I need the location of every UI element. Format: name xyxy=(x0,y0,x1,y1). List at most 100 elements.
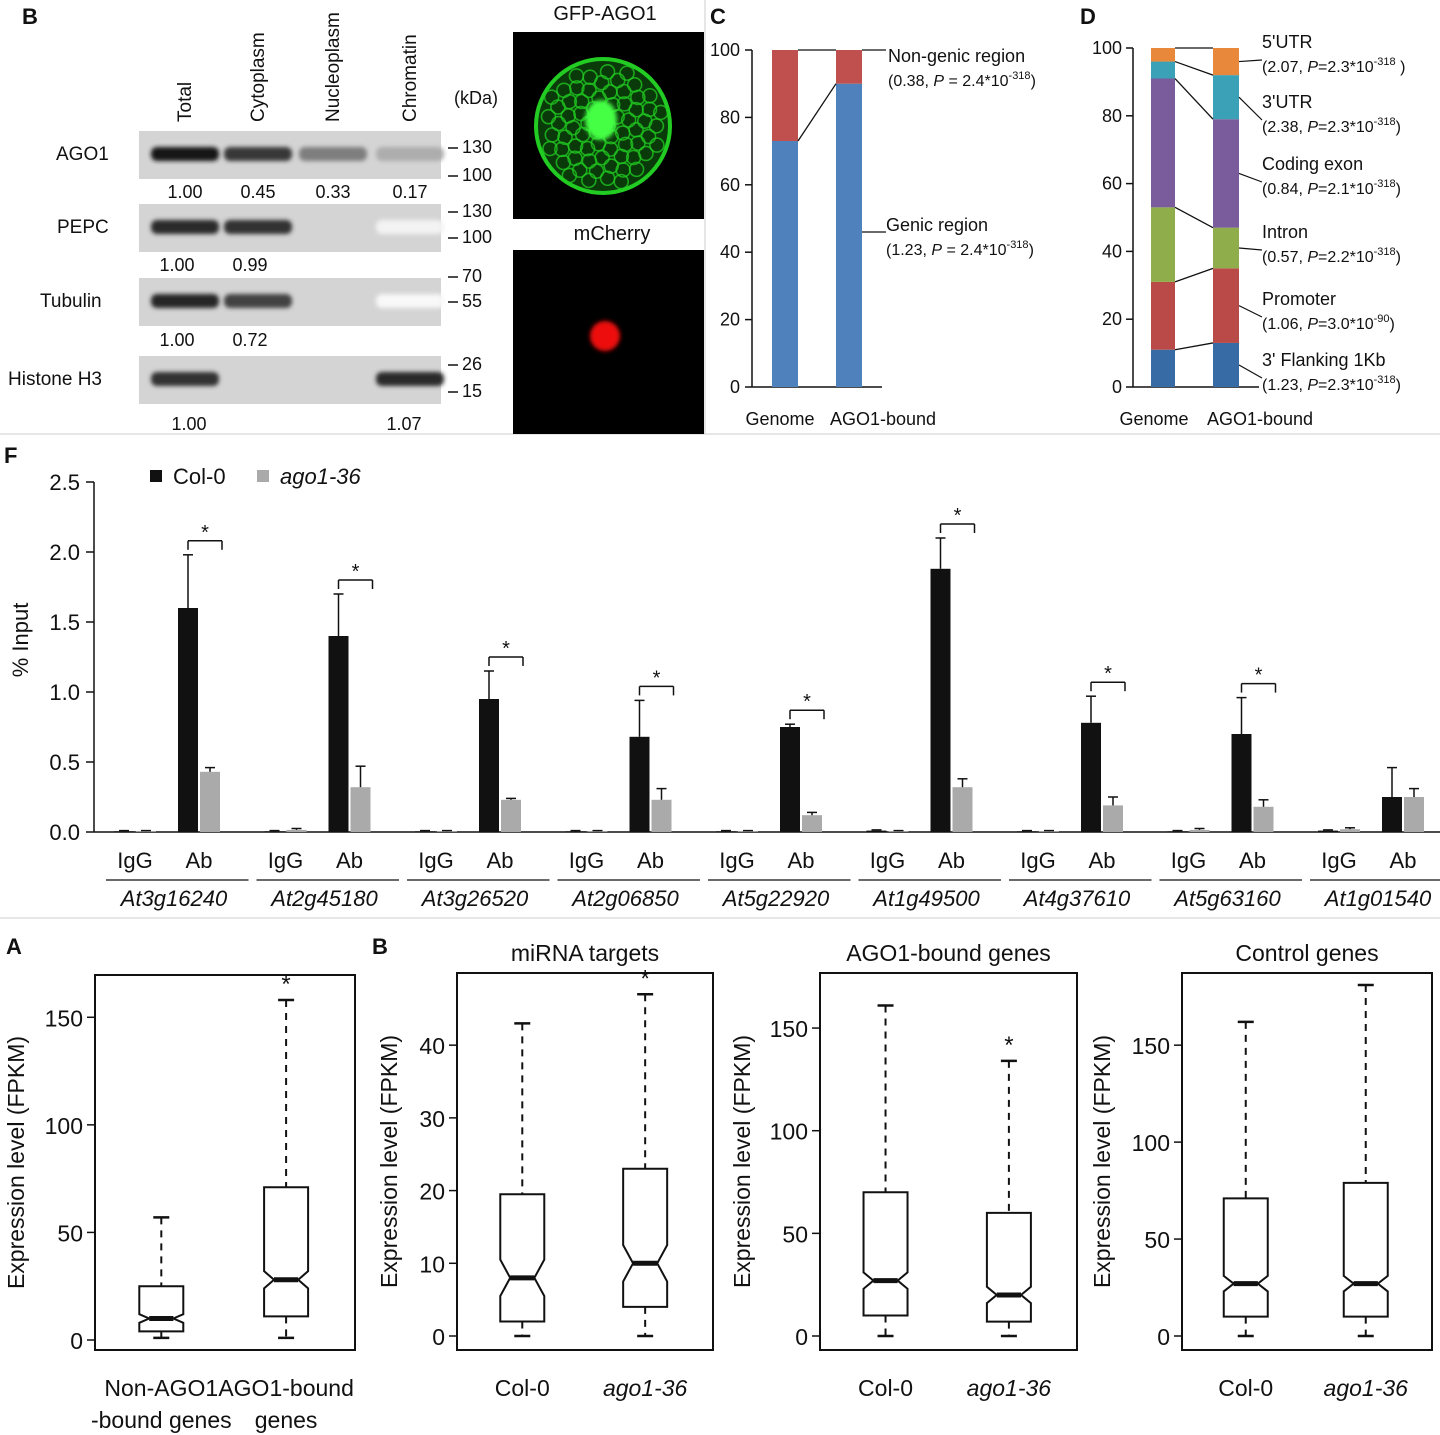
chip-subcategory-label: Ab xyxy=(1390,848,1417,873)
chip-gene-label: At2g06850 xyxy=(570,886,679,911)
box-a-category-label: Non-AGO1 xyxy=(104,1375,218,1401)
marker-label: 26 xyxy=(462,354,482,374)
sig-asterisk: * xyxy=(201,522,209,544)
chip-bar xyxy=(501,799,521,832)
legend-label-ago1: ago1-36 xyxy=(280,464,362,489)
chip-bar xyxy=(1039,831,1059,832)
chart-d-y-tick-label: 100 xyxy=(1092,38,1122,58)
chart-d-segment xyxy=(1151,78,1175,208)
sig-asterisk: * xyxy=(502,638,510,660)
chart-d-leader xyxy=(1238,59,1263,63)
chart-c-segment xyxy=(836,83,862,387)
chart-c-annot-genic-label: Genic region xyxy=(886,215,988,235)
chart-d-segment xyxy=(1213,342,1239,387)
chart-d-annot-label: Intron xyxy=(1262,222,1308,242)
box-b-mirna-sig-asterisk: * xyxy=(640,965,649,992)
chip-subcategory-label: Ab xyxy=(336,848,363,873)
chart-d-category-label: AGO1-bound xyxy=(1207,409,1313,429)
chart-d-connector xyxy=(1174,206,1214,229)
chip-subcategory-label: IgG xyxy=(1020,848,1055,873)
mcherry-title: mCherry xyxy=(574,223,651,245)
blot-row-label: Tubulin xyxy=(40,291,102,312)
chip-y-tick-label: 1.0 xyxy=(49,680,80,705)
chip-bar xyxy=(350,787,371,832)
chip-subcategory-label: IgG xyxy=(870,848,905,873)
chart-c-segment xyxy=(772,50,798,141)
marker-label: 130 xyxy=(462,201,492,221)
chart-d-annot-stats: (2.07, P=2.3*10-318 ) xyxy=(1262,56,1405,76)
chart-c-category-label: Genome xyxy=(745,409,814,429)
chip-bar xyxy=(780,727,800,832)
blot-band xyxy=(376,372,444,386)
chip-bar xyxy=(114,831,134,832)
chip-bar xyxy=(328,636,349,832)
chart-d-segment xyxy=(1151,48,1175,62)
blot-quant: 1.00 xyxy=(159,330,194,350)
blot-band xyxy=(376,220,444,234)
chip-bar xyxy=(200,771,220,832)
chip-y-tick-label: 2.0 xyxy=(49,540,80,565)
chip-subcategory-label: IgG xyxy=(117,848,152,873)
chart-d-leader xyxy=(1238,172,1263,183)
chart-d-leader xyxy=(1238,247,1263,251)
box-a-box xyxy=(138,1285,185,1333)
gfp-nucleus xyxy=(585,100,617,140)
chip-bar xyxy=(1017,831,1037,832)
box-b-control-category-label: Col-0 xyxy=(1218,1375,1273,1401)
box-b-ago1bound-y-tick-label: 0 xyxy=(795,1324,808,1350)
box-b-control-box xyxy=(1222,1197,1269,1318)
chip-y-axis-title: % Input xyxy=(8,603,33,678)
box-b-mirna-y-tick-label: 30 xyxy=(419,1106,445,1132)
box-b-control-category-label: ago1-36 xyxy=(1324,1375,1409,1401)
box-b-ago1bound-y-tick-label: 150 xyxy=(770,1016,808,1042)
blot-column-label: Total xyxy=(175,82,196,122)
chart-c-y-tick-label: 0 xyxy=(730,377,740,397)
chip-bar xyxy=(136,831,156,832)
box-b-control-y-tick-label: 50 xyxy=(1144,1227,1170,1253)
blot-band xyxy=(224,220,292,234)
box-b-ago1bound-frame xyxy=(819,972,1078,1351)
panel-letter-b-blot: B xyxy=(22,4,38,29)
box-b-control-box xyxy=(1342,1181,1389,1318)
blot-column-label: Chromatin xyxy=(400,34,421,122)
blot-column-label: Nucleoplasm xyxy=(323,12,344,122)
marker-label: 130 xyxy=(462,137,492,157)
chart-d-annot-label: 3'UTR xyxy=(1262,92,1312,112)
box-a-category-label-2: -bound genes xyxy=(91,1407,232,1433)
blot-band xyxy=(224,147,292,161)
chart-d-connector xyxy=(1174,267,1214,283)
box-a-category-label: AGO1-bound xyxy=(218,1375,354,1401)
marker-label: 70 xyxy=(462,266,482,286)
chip-bar xyxy=(952,787,973,832)
box-b-ago1bound-sig-asterisk: * xyxy=(1004,1032,1013,1059)
chip-y-tick-label: 0.5 xyxy=(49,750,80,775)
chip-gene-label: At4g37610 xyxy=(1022,886,1131,911)
chip-bar xyxy=(738,831,758,832)
blot-band xyxy=(151,294,219,308)
box-a-y-axis-title: Expression level (FPKM) xyxy=(3,1036,29,1289)
chip-bar xyxy=(1318,830,1338,832)
blot-band xyxy=(224,294,292,308)
chart-d-category-label: Genome xyxy=(1119,409,1188,429)
chip-bar xyxy=(716,831,736,832)
blot-band xyxy=(376,147,444,161)
chart-c-y-tick-label: 20 xyxy=(720,310,740,330)
chip-bar xyxy=(930,568,951,832)
blot-band xyxy=(376,294,444,308)
sig-asterisk: * xyxy=(1104,663,1112,685)
chart-d-y-tick-label: 40 xyxy=(1102,241,1122,261)
chart-c-y-tick-label: 40 xyxy=(720,242,740,262)
box-a-y-tick-label: 50 xyxy=(57,1220,83,1246)
chart-d-leader xyxy=(1238,96,1263,121)
chart-d-segment xyxy=(1151,207,1175,282)
kda-label: (kDa) xyxy=(454,88,498,108)
box-b-ago1bound-y-tick-label: 50 xyxy=(782,1221,808,1247)
chip-subcategory-label: Ab xyxy=(186,848,213,873)
chip-gene-label: At2g45180 xyxy=(269,886,378,911)
sig-asterisk: * xyxy=(954,505,962,527)
chip-gene-label: At1g49500 xyxy=(871,886,980,911)
marker-label: 100 xyxy=(462,165,492,185)
box-b-mirna-category-label: ago1-36 xyxy=(603,1375,688,1401)
box-b-ago1bound-box xyxy=(985,1211,1032,1323)
